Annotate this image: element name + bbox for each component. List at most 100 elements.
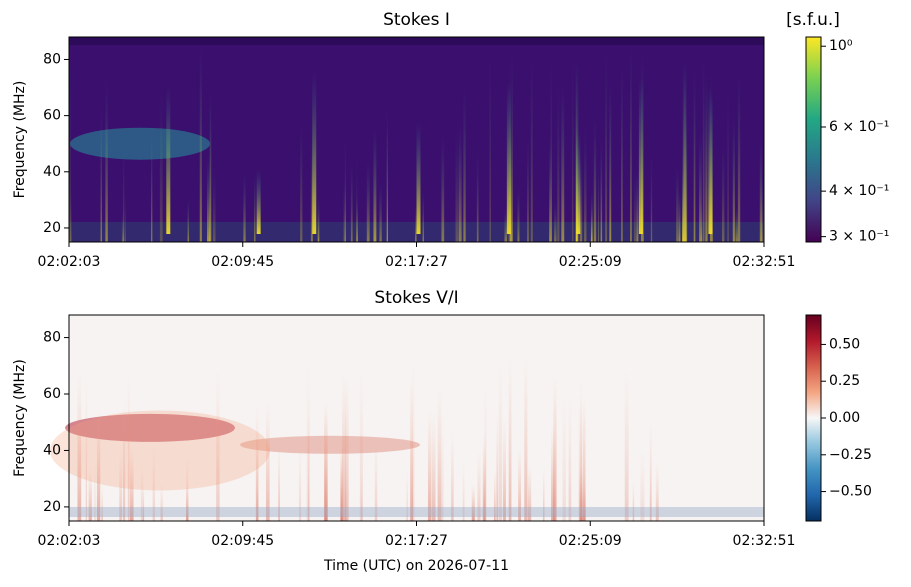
heatmap-streak bbox=[593, 119, 597, 242]
x-tick-label: 02:02:03 bbox=[38, 533, 101, 549]
heatmap-streak bbox=[340, 436, 344, 521]
heatmap-streak bbox=[708, 87, 713, 234]
heatmap-streak bbox=[600, 140, 603, 242]
heatmap-streak bbox=[386, 111, 388, 243]
heatmap-band bbox=[69, 37, 764, 45]
heatmap-streak bbox=[324, 403, 328, 521]
heatmap-streak bbox=[597, 165, 600, 242]
heatmap-streak bbox=[562, 391, 566, 521]
heatmap-streak bbox=[761, 174, 764, 242]
heatmap-streak bbox=[129, 447, 134, 521]
heatmap-streak bbox=[504, 209, 508, 242]
heatmap-streak bbox=[476, 152, 479, 242]
heatmap-blob bbox=[50, 410, 270, 491]
heatmap-streak bbox=[484, 382, 487, 521]
heatmap-streak bbox=[705, 75, 708, 242]
x-tick-label: 02:25:09 bbox=[559, 254, 622, 270]
heatmap-streak bbox=[374, 437, 378, 521]
x-axis-label: Time (UTC) on 2026-07-11 bbox=[323, 558, 509, 574]
colorbar-tick-label: 6 × 10⁻¹ bbox=[829, 119, 889, 135]
heatmap-streak bbox=[343, 180, 346, 242]
heatmap-streak bbox=[549, 142, 552, 242]
heatmap-streak bbox=[494, 469, 496, 521]
heatmap-streak bbox=[579, 155, 583, 242]
heatmap-streak bbox=[518, 448, 521, 521]
y-tick-label: 40 bbox=[43, 442, 61, 458]
heatmap-streak bbox=[451, 430, 454, 521]
heatmap-streak bbox=[298, 442, 302, 521]
heatmap-streak bbox=[678, 192, 681, 242]
heatmap-streak bbox=[759, 140, 763, 242]
heatmap-blob bbox=[70, 127, 210, 160]
y-tick-label: 80 bbox=[43, 330, 61, 346]
heatmap-streak bbox=[471, 484, 475, 521]
heatmap-streak bbox=[638, 78, 643, 235]
colorbar-tick-label: 0.50 bbox=[829, 336, 860, 352]
heatmap-streak bbox=[207, 159, 211, 242]
heatmap-streak bbox=[554, 202, 557, 242]
heatmap-streak bbox=[431, 413, 436, 521]
heatmap-streak bbox=[517, 188, 520, 242]
heatmap-streak bbox=[462, 459, 465, 521]
heatmap-streak bbox=[737, 75, 741, 242]
heatmap-streak bbox=[459, 125, 462, 242]
heatmap-streak bbox=[119, 448, 123, 521]
heatmap-streak bbox=[455, 130, 459, 242]
heatmap-streak bbox=[682, 144, 684, 242]
heatmap-streak bbox=[127, 373, 130, 521]
heatmap-streak bbox=[256, 169, 261, 234]
colorbar-tick-label: −0.50 bbox=[829, 484, 872, 500]
heatmap-streak bbox=[727, 93, 729, 242]
heatmap-streak bbox=[312, 71, 317, 235]
heatmap-streak bbox=[88, 466, 92, 521]
heatmap-streak bbox=[685, 117, 688, 242]
heatmap-streak bbox=[406, 468, 408, 521]
heatmap-streak bbox=[572, 59, 574, 242]
heatmap-streak bbox=[77, 375, 82, 521]
heatmap-streak bbox=[209, 97, 212, 242]
heatmap-streak bbox=[359, 369, 363, 521]
heatmap-streak bbox=[216, 370, 220, 521]
heatmap-streak bbox=[632, 480, 634, 521]
chart-title: Stokes V/I bbox=[374, 288, 458, 308]
heatmap-streak bbox=[511, 55, 513, 242]
heatmap-streak bbox=[345, 377, 349, 521]
y-tick-label: 80 bbox=[43, 51, 61, 67]
heatmap-streak bbox=[584, 128, 587, 242]
heatmap-streak bbox=[254, 174, 256, 242]
heatmap-streak bbox=[524, 356, 528, 521]
heatmap-streak bbox=[732, 118, 735, 242]
heatmap-streak bbox=[508, 359, 512, 521]
heatmap-streak bbox=[441, 136, 445, 242]
heatmap-streak bbox=[101, 484, 103, 521]
heatmap-streak bbox=[187, 198, 190, 242]
colorbar bbox=[806, 315, 821, 521]
x-tick-label: 02:32:51 bbox=[733, 533, 796, 549]
heatmap-streak bbox=[576, 131, 581, 234]
heatmap-streak bbox=[655, 462, 659, 521]
heatmap-streak bbox=[503, 418, 506, 521]
heatmap-streak bbox=[310, 142, 313, 242]
heatmap-streak bbox=[621, 62, 623, 243]
heatmap-streak bbox=[307, 403, 310, 521]
heatmap-streak bbox=[676, 166, 679, 242]
heatmap-streak bbox=[682, 65, 686, 243]
heatmap-streak bbox=[186, 457, 189, 521]
heatmap-streak bbox=[256, 450, 258, 521]
heatmap-streak bbox=[243, 174, 246, 242]
heatmap-streak bbox=[640, 450, 645, 521]
colorbar-tick-label: 3 × 10⁻¹ bbox=[829, 229, 889, 245]
x-tick-label: 02:02:03 bbox=[38, 254, 101, 270]
heatmap-streak bbox=[427, 410, 432, 521]
heatmap-streak bbox=[630, 46, 632, 242]
heatmap-streak bbox=[85, 373, 88, 521]
y-axis-label: Frequency (MHz) bbox=[12, 81, 28, 199]
heatmap-streak bbox=[557, 87, 560, 242]
heatmap-streak bbox=[530, 54, 533, 243]
heatmap-streak bbox=[693, 72, 696, 242]
heatmap-streak bbox=[582, 396, 586, 521]
heatmap-streak bbox=[265, 402, 270, 521]
heatmap-streak bbox=[543, 467, 545, 521]
heatmap-streak bbox=[506, 83, 511, 234]
heatmap-streak bbox=[699, 134, 702, 242]
